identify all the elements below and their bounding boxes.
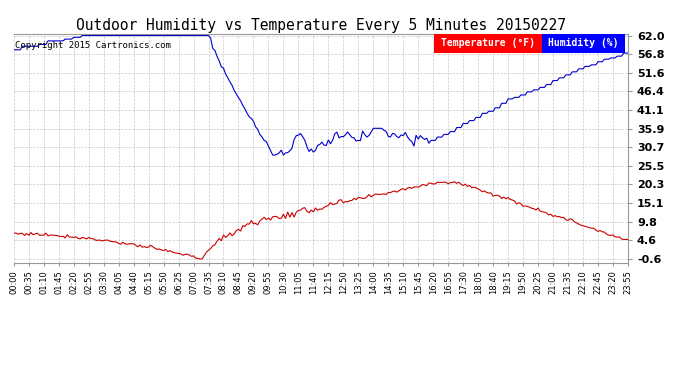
- Bar: [435, 34, 542, 53]
- Title: Outdoor Humidity vs Temperature Every 5 Minutes 20150227: Outdoor Humidity vs Temperature Every 5 …: [76, 18, 566, 33]
- Text: Copyright 2015 Cartronics.com: Copyright 2015 Cartronics.com: [15, 40, 171, 50]
- Text: Temperature (°F): Temperature (°F): [441, 39, 535, 48]
- Bar: [542, 34, 625, 53]
- Text: Humidity (%): Humidity (%): [548, 39, 619, 48]
